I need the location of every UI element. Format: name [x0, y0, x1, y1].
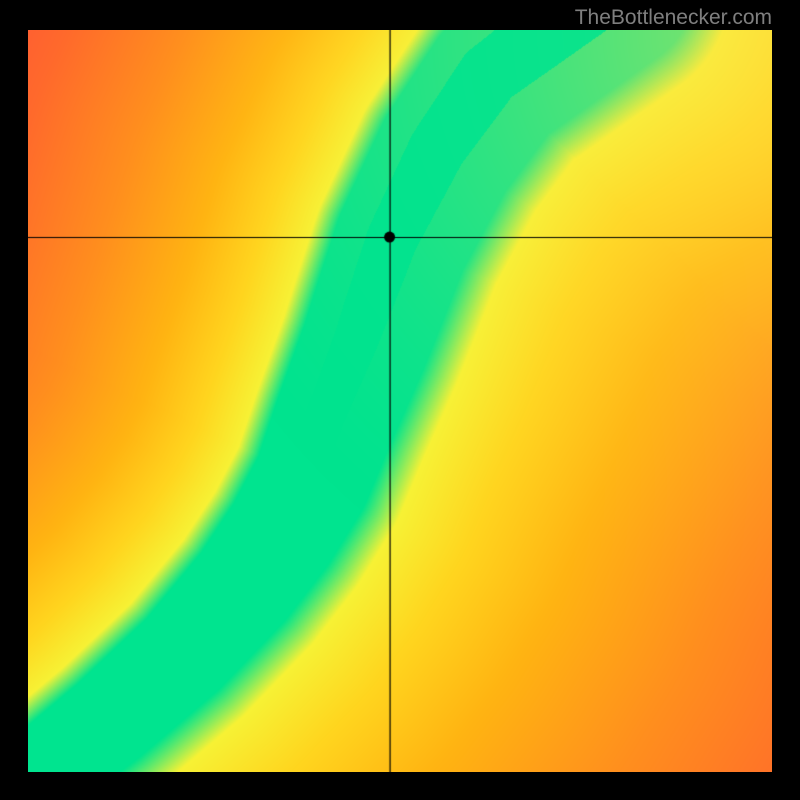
bottleneck-heatmap	[28, 30, 772, 772]
watermark-text: TheBottlenecker.com	[575, 6, 772, 30]
